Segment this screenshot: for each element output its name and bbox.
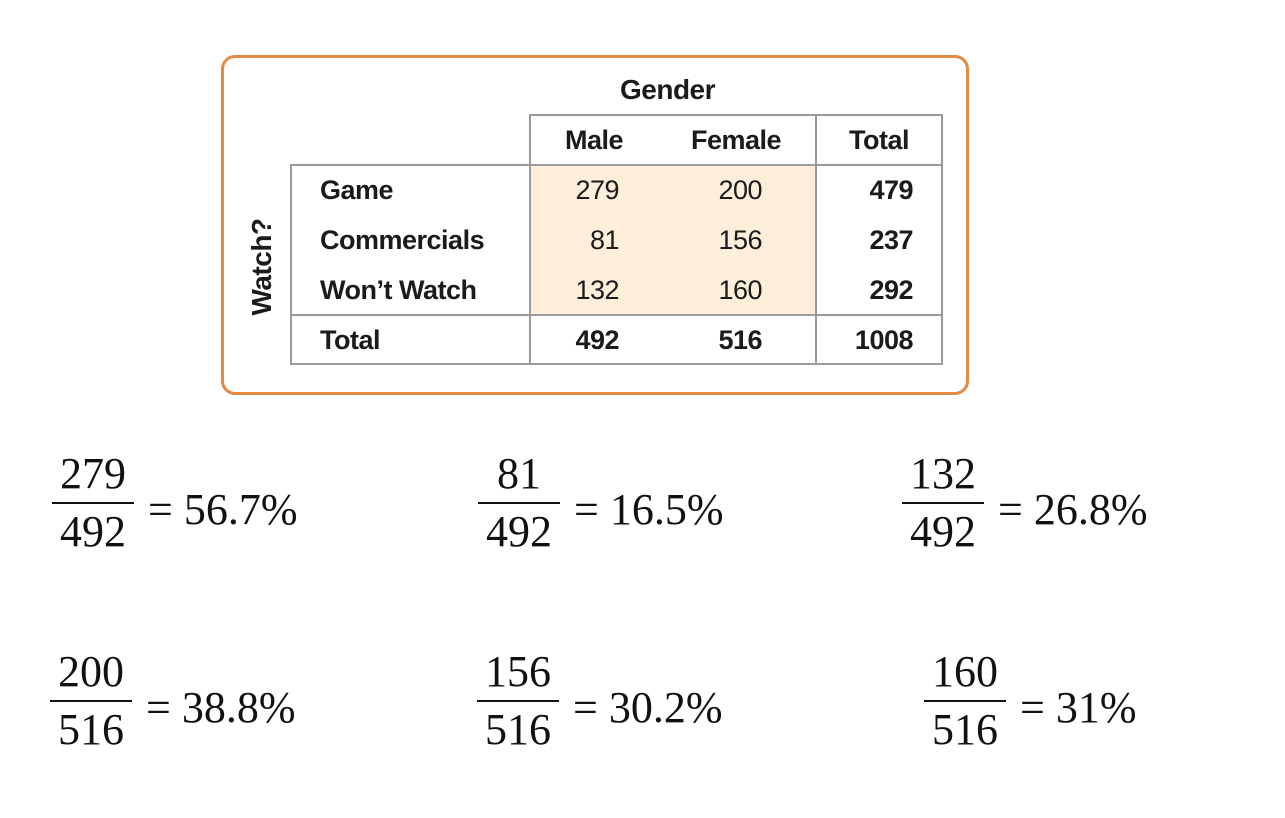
- denominator: 516: [485, 705, 551, 754]
- percentage-result: = 26.8%: [998, 485, 1148, 534]
- denominator: 516: [58, 705, 124, 754]
- row-label-commercials: Commercials: [320, 225, 485, 255]
- fraction: 200 516: [46, 650, 136, 752]
- cell-game-total: 479: [869, 175, 913, 205]
- column-header-male: Male: [564, 125, 624, 155]
- denominator: 492: [60, 507, 126, 556]
- fraction-bar: [477, 700, 559, 702]
- numerator: 160: [932, 647, 998, 696]
- cell-grand-total: 1008: [854, 325, 914, 355]
- fraction-bar: [924, 700, 1006, 702]
- numerator: 132: [910, 449, 976, 498]
- fraction: 279 492: [48, 452, 138, 554]
- grid-line: [530, 114, 943, 116]
- fraction-bar: [50, 700, 132, 702]
- percentage-result: = 56.7%: [148, 485, 298, 534]
- column-header-total: Total: [849, 125, 910, 155]
- fraction: 132 492: [898, 452, 988, 554]
- grid-line: [290, 314, 943, 316]
- numerator: 279: [60, 449, 126, 498]
- row-label-wont-watch: Won’t Watch: [320, 275, 477, 305]
- fraction-bar: [52, 502, 134, 504]
- cell-commercials-total: 237: [869, 225, 913, 255]
- cell-commercials-male: 81: [589, 225, 620, 255]
- grid-line: [290, 164, 292, 365]
- cell-game-male: 279: [575, 175, 619, 205]
- two-way-table: Male Female Total Game 279 200 479 Comme…: [290, 114, 943, 365]
- percentage-result: = 31%: [1020, 683, 1137, 732]
- denominator: 492: [486, 507, 552, 556]
- cell-wont-watch-total: 292: [869, 275, 913, 305]
- denominator: 516: [932, 705, 998, 754]
- fraction: 156 516: [473, 650, 563, 752]
- column-header-female: Female: [690, 125, 782, 155]
- cell-commercials-female: 156: [718, 225, 762, 255]
- numerator: 81: [497, 449, 541, 498]
- percentage-result: = 38.8%: [146, 683, 296, 732]
- denominator: 492: [910, 507, 976, 556]
- grid-line: [290, 164, 943, 166]
- cell-total-male: 492: [575, 325, 619, 355]
- cell-total-female: 516: [718, 325, 762, 355]
- grid-line: [529, 114, 531, 365]
- fraction-bar: [478, 502, 560, 504]
- fraction: 81 492: [474, 452, 564, 554]
- row-label-total: Total: [320, 325, 381, 355]
- data-cells-shading: [530, 164, 815, 314]
- cell-wont-watch-female: 160: [718, 275, 762, 305]
- grid-line: [815, 114, 817, 365]
- cell-wont-watch-male: 132: [575, 275, 619, 305]
- fraction: 160 516: [920, 650, 1010, 752]
- percentage-result: = 30.2%: [573, 683, 723, 732]
- gender-header: Gender: [619, 74, 716, 105]
- numerator: 200: [58, 647, 124, 696]
- grid-line: [941, 114, 943, 365]
- grid-line: [290, 363, 943, 365]
- numerator: 156: [485, 647, 551, 696]
- row-label-game: Game: [320, 175, 394, 205]
- fraction-bar: [902, 502, 984, 504]
- percentage-result: = 16.5%: [574, 485, 724, 534]
- cell-game-female: 200: [718, 175, 762, 205]
- watch-row-header: Watch?: [246, 218, 277, 316]
